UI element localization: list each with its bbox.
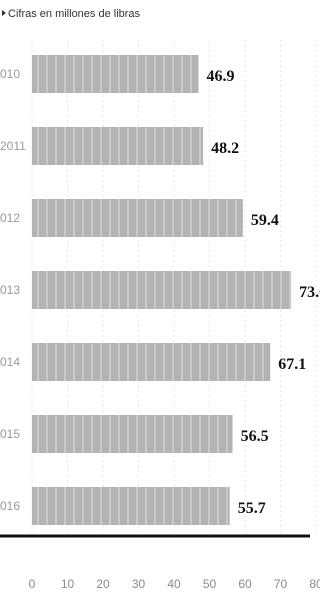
value-label: 73.0	[299, 284, 320, 301]
x-tick-label: 50	[203, 577, 217, 591]
x-tick-label: 0	[29, 577, 36, 591]
bars	[32, 55, 292, 525]
x-tick-labels: 0 10 20 30 40 50 60 70 80	[29, 577, 320, 591]
bar	[32, 343, 271, 381]
category-label: 016	[0, 499, 20, 513]
category-labels: 010 2011 012 013 014 015 016	[0, 67, 26, 513]
bar	[32, 415, 233, 453]
value-label: 55.7	[238, 500, 266, 517]
category-label: 013	[0, 283, 20, 297]
category-label: 015	[0, 427, 20, 441]
x-tick-label: 80	[309, 577, 320, 591]
bar	[32, 127, 204, 165]
x-tick-label: 60	[238, 577, 252, 591]
value-label: 67.1	[278, 356, 306, 373]
bullet-arrow-icon	[2, 10, 6, 16]
x-tick-label: 70	[274, 577, 288, 591]
value-label: 46.9	[206, 68, 234, 85]
category-label: 012	[0, 211, 20, 225]
category-label: 2011	[0, 139, 26, 153]
bar	[32, 271, 292, 309]
value-label: 56.5	[241, 428, 269, 445]
category-label: 014	[0, 355, 20, 369]
x-tick-label: 10	[61, 577, 75, 591]
x-tick-label: 20	[96, 577, 110, 591]
value-labels: 46.9 48.2 59.4 73.0 67.1 56.5 55.7	[206, 68, 320, 517]
bar	[32, 55, 199, 93]
category-label: 010	[0, 67, 20, 81]
x-tick-label: 40	[167, 577, 181, 591]
x-tick-label: 30	[132, 577, 146, 591]
chart-subtitle-group: Cifras en millones de libras	[2, 8, 141, 20]
chart-subtitle: Cifras en millones de libras	[8, 8, 141, 20]
value-label: 48.2	[211, 140, 239, 157]
value-label: 59.4	[251, 212, 279, 229]
